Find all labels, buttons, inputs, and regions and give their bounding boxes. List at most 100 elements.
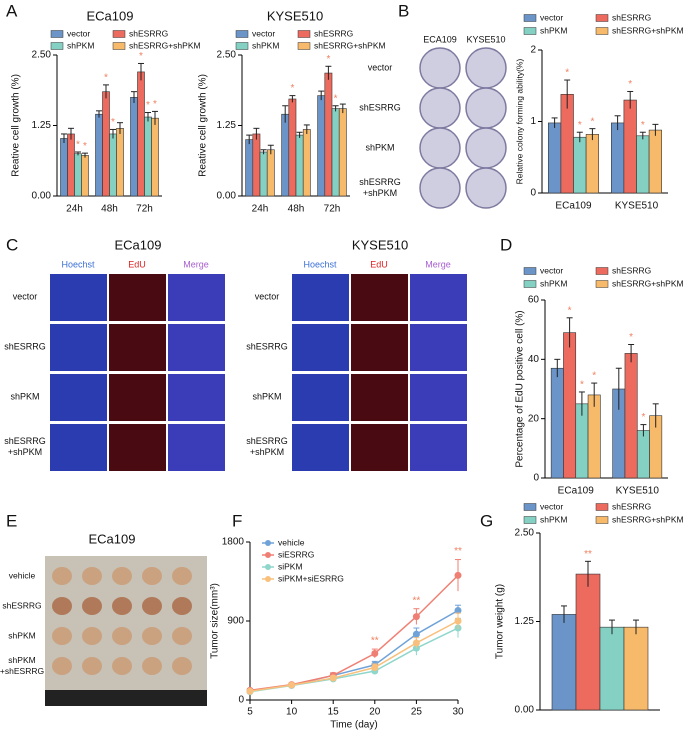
legend-label: shPKM <box>540 514 567 524</box>
bar <box>585 134 599 194</box>
bar <box>587 394 601 479</box>
y-axis-label: Reative cell growth (%) <box>11 74 22 177</box>
microscopy-image <box>109 424 166 471</box>
x-tick-label: 15 <box>328 707 340 718</box>
legend-swatch <box>235 30 249 38</box>
row-label: +shESRRG <box>0 666 44 676</box>
series-line <box>249 609 459 692</box>
row-label: +shPKM <box>250 447 284 457</box>
legend-label: vector <box>540 501 563 511</box>
legend-swatch <box>523 14 537 22</box>
x-tick-label: 72h <box>324 204 341 215</box>
bar <box>331 108 340 197</box>
y-tick-label: 2.50 <box>515 528 535 539</box>
panel-letter: A <box>6 1 18 20</box>
significance-marker: * <box>326 54 330 65</box>
x-tick-label: KYSE510 <box>615 201 659 212</box>
x-tick-label: 72h <box>136 204 153 215</box>
y-axis-label: Percentage of EdU positive cell (%) <box>515 310 526 467</box>
legend-label: siPKM+siESRRG <box>278 573 344 583</box>
bar <box>547 122 562 194</box>
x-tick-label: 24h <box>252 204 269 215</box>
legend-label: shESRRG+shPKM <box>612 25 684 35</box>
bar <box>288 98 297 197</box>
data-point <box>246 687 254 695</box>
legend-swatch <box>235 42 249 50</box>
significance-marker: * <box>104 73 108 84</box>
microscopy-image <box>351 374 408 421</box>
colony-plate-image <box>465 47 507 89</box>
bar <box>137 71 145 197</box>
x-tick-label: 24h <box>66 204 83 215</box>
panel-letter: B <box>398 1 409 20</box>
tumor <box>52 597 72 615</box>
bar <box>109 133 117 197</box>
microscopy-image <box>292 424 349 471</box>
column-label: ECA109 <box>423 34 457 44</box>
bar <box>95 113 103 197</box>
significance-marker: ** <box>413 595 421 606</box>
data-point <box>454 617 462 625</box>
bar <box>560 94 574 194</box>
microscopy-image <box>410 424 467 471</box>
tumor <box>172 597 192 615</box>
legend-label: vector <box>252 28 275 38</box>
legend-swatch <box>297 42 311 50</box>
microscopy-image <box>109 274 166 321</box>
colony-plate-image <box>465 87 507 129</box>
significance-marker: * <box>580 380 584 391</box>
bar <box>623 99 637 194</box>
microscopy-image <box>292 374 349 421</box>
microscopy-image <box>351 324 408 371</box>
legend-label: shESRRG <box>612 501 651 511</box>
bar <box>636 135 650 194</box>
bar <box>252 133 261 197</box>
tumor <box>52 567 72 585</box>
bar <box>67 133 75 197</box>
tumor <box>52 627 72 645</box>
tumor <box>112 567 132 585</box>
significance-marker: * <box>641 412 645 423</box>
legend-label: shPKM <box>252 40 279 50</box>
significance-marker: * <box>111 117 115 128</box>
y-tick-label: 1.25 <box>32 120 52 131</box>
significance-marker: * <box>641 120 645 131</box>
row-label: shPKM <box>252 391 281 401</box>
bar <box>302 129 311 197</box>
y-tick-label: 1.25 <box>217 120 237 131</box>
microscopy-image <box>109 374 166 421</box>
legend-label: shESRRG <box>314 28 353 38</box>
column-label: KYSE510 <box>466 34 505 44</box>
significance-marker: * <box>568 305 572 316</box>
bar <box>551 614 577 711</box>
tumor <box>112 657 132 675</box>
y-tick-label: 0 <box>530 188 536 199</box>
tumor <box>142 597 162 615</box>
bar <box>599 626 625 711</box>
legend-label: shESRRG+shPKM <box>129 40 201 50</box>
tumor <box>82 597 102 615</box>
legend-label: shESRRG <box>612 12 651 22</box>
bar <box>563 332 577 479</box>
row-label: shESRRG <box>4 436 46 446</box>
data-point <box>412 613 420 621</box>
microscopy-image <box>410 324 467 371</box>
x-tick-label: 30 <box>452 707 464 718</box>
significance-marker: * <box>590 116 594 127</box>
microscopy-image <box>292 274 349 321</box>
y-axis-label: Reative cell growth (%) <box>198 74 209 177</box>
significance-marker: * <box>592 371 596 382</box>
microscopy-image <box>50 424 107 471</box>
tumor <box>82 567 102 585</box>
bar <box>281 113 290 197</box>
significance-marker: * <box>76 140 80 151</box>
y-tick-label: 1.25 <box>515 616 535 627</box>
data-point <box>454 571 462 579</box>
chart-title: KYSE510 <box>267 8 323 23</box>
bar <box>81 155 89 197</box>
x-tick-label: ECa109 <box>555 201 592 212</box>
legend-label: shESRRG <box>129 28 168 38</box>
legend-swatch <box>595 14 609 22</box>
y-tick-label: 60 <box>528 295 540 306</box>
